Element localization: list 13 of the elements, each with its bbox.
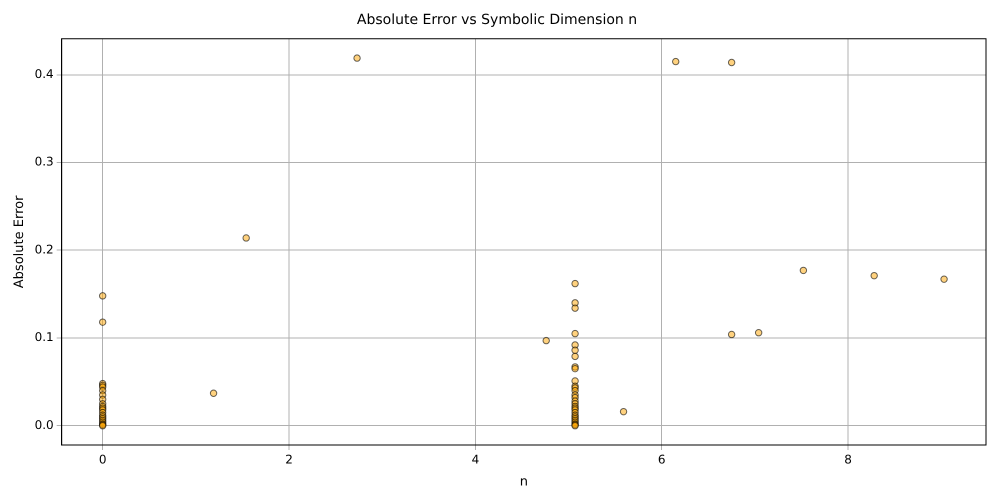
y-axis-title: Absolute Error [12, 194, 28, 288]
y-tick-label: 0.0 [34, 418, 54, 432]
chart-title: Absolute Error vs Symbolic Dimension n [356, 12, 638, 28]
x-tick-label: 0 [98, 452, 106, 466]
x-tick-label: 2 [285, 452, 293, 466]
y-tick-label: 0.3 [34, 154, 54, 169]
y-tick-label: 0.1 [34, 330, 54, 344]
x-tick-label: 4 [472, 452, 480, 466]
y-tick-label: 0.2 [34, 242, 54, 256]
x-axis-title: n [520, 474, 528, 490]
y-tick-label: 0.4 [34, 66, 54, 81]
x-tick-label: 8 [844, 452, 852, 466]
x-tick-label: 6 [658, 452, 666, 466]
